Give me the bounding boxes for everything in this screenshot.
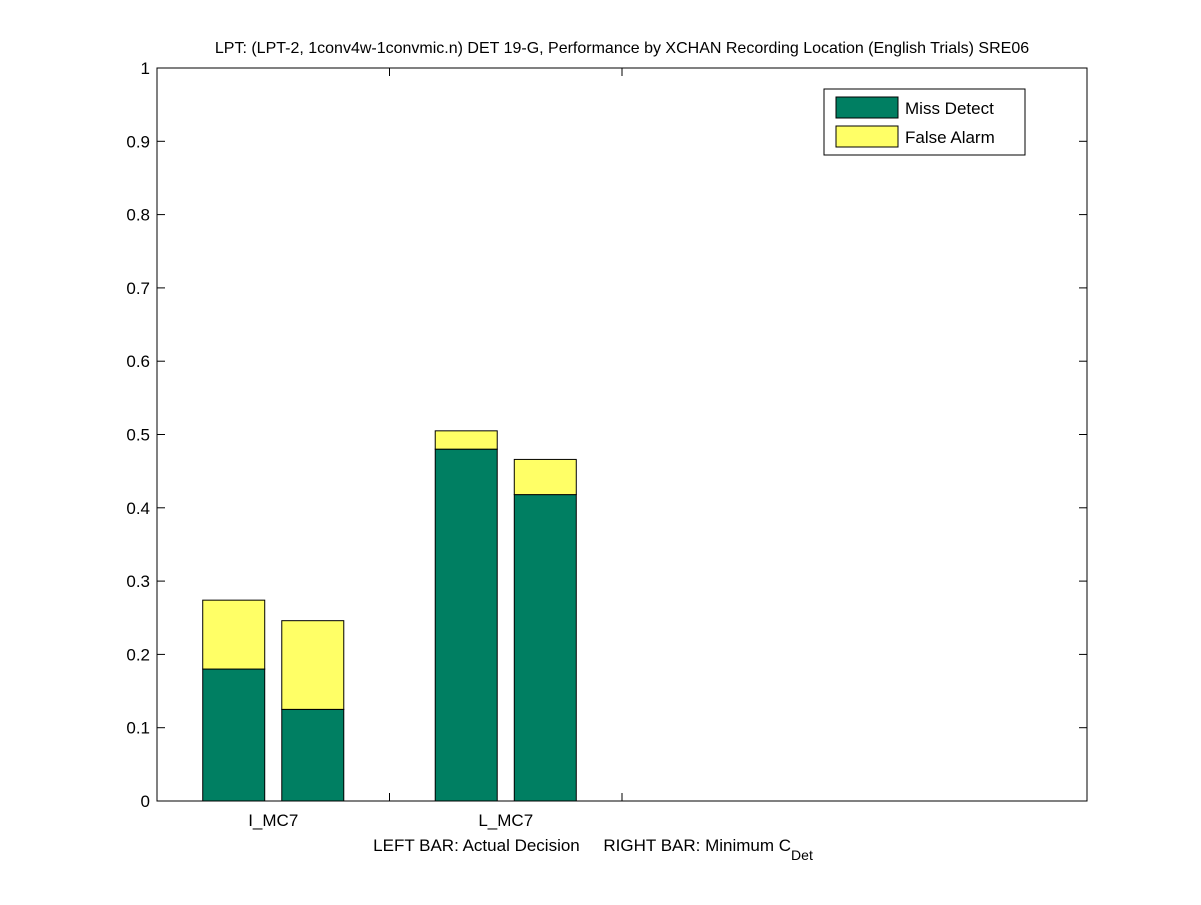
- legend-swatch-miss-detect: [835, 96, 899, 119]
- x-axis-label-right: RIGHT BAR: Minimum C: [603, 836, 791, 855]
- y-tick-label-8: 0.8: [126, 206, 150, 225]
- bars-layer: [202, 430, 577, 802]
- x-axis-label-subscript: Det: [791, 847, 813, 863]
- legend-swatch-false-alarm: [835, 125, 899, 148]
- x-axis-label-left: LEFT BAR: Actual Decision: [373, 836, 580, 855]
- legend: Miss Detect False Alarm: [823, 88, 1026, 156]
- bar-false-alarm-l-mc7-3: [513, 458, 577, 496]
- y-tick-label-10: 1: [141, 59, 150, 78]
- y-tick-label-6: 0.6: [126, 352, 150, 371]
- bar-miss-detect-i-mc7-1: [281, 708, 345, 802]
- y-tick-label-9: 0.9: [126, 132, 150, 151]
- x-category-label-0: I_MC7: [248, 811, 298, 830]
- y-tick-label-3: 0.3: [126, 572, 150, 591]
- x-axis-label: LEFT BAR: Actual Decision RIGHT BAR: Min…: [373, 836, 813, 863]
- x-axis: I_MC7 L_MC7: [248, 68, 623, 830]
- legend-label-miss-detect: Miss Detect: [905, 99, 994, 118]
- y-tick-label-7: 0.7: [126, 279, 150, 298]
- bar-false-alarm-i-mc7-1: [281, 620, 345, 710]
- y-tick-label-5: 0.5: [126, 426, 150, 445]
- bar-miss-detect-l-mc7-2: [434, 448, 498, 802]
- y-tick-label-2: 0.2: [126, 645, 150, 664]
- bar-false-alarm-l-mc7-2: [434, 430, 498, 450]
- y-tick-label-1: 0.1: [126, 719, 150, 738]
- y-tick-label-4: 0.4: [126, 499, 150, 518]
- bar-false-alarm-i-mc7-0: [202, 599, 266, 670]
- bar-miss-detect-i-mc7-0: [202, 668, 266, 802]
- x-axis-label-gap: [580, 836, 604, 855]
- y-axis: 0 0.1 0.2 0.3 0.4 0.5 0.6 0.7 0.8 0.9 1: [126, 59, 1087, 811]
- y-tick-label-0: 0: [141, 792, 150, 811]
- bar-miss-detect-l-mc7-3: [513, 494, 577, 802]
- chart-title: LPT: (LPT-2, 1conv4w-1convmic.n) DET 19-…: [215, 40, 1029, 57]
- legend-label-false-alarm: False Alarm: [905, 128, 995, 147]
- x-category-label-1: L_MC7: [478, 811, 533, 830]
